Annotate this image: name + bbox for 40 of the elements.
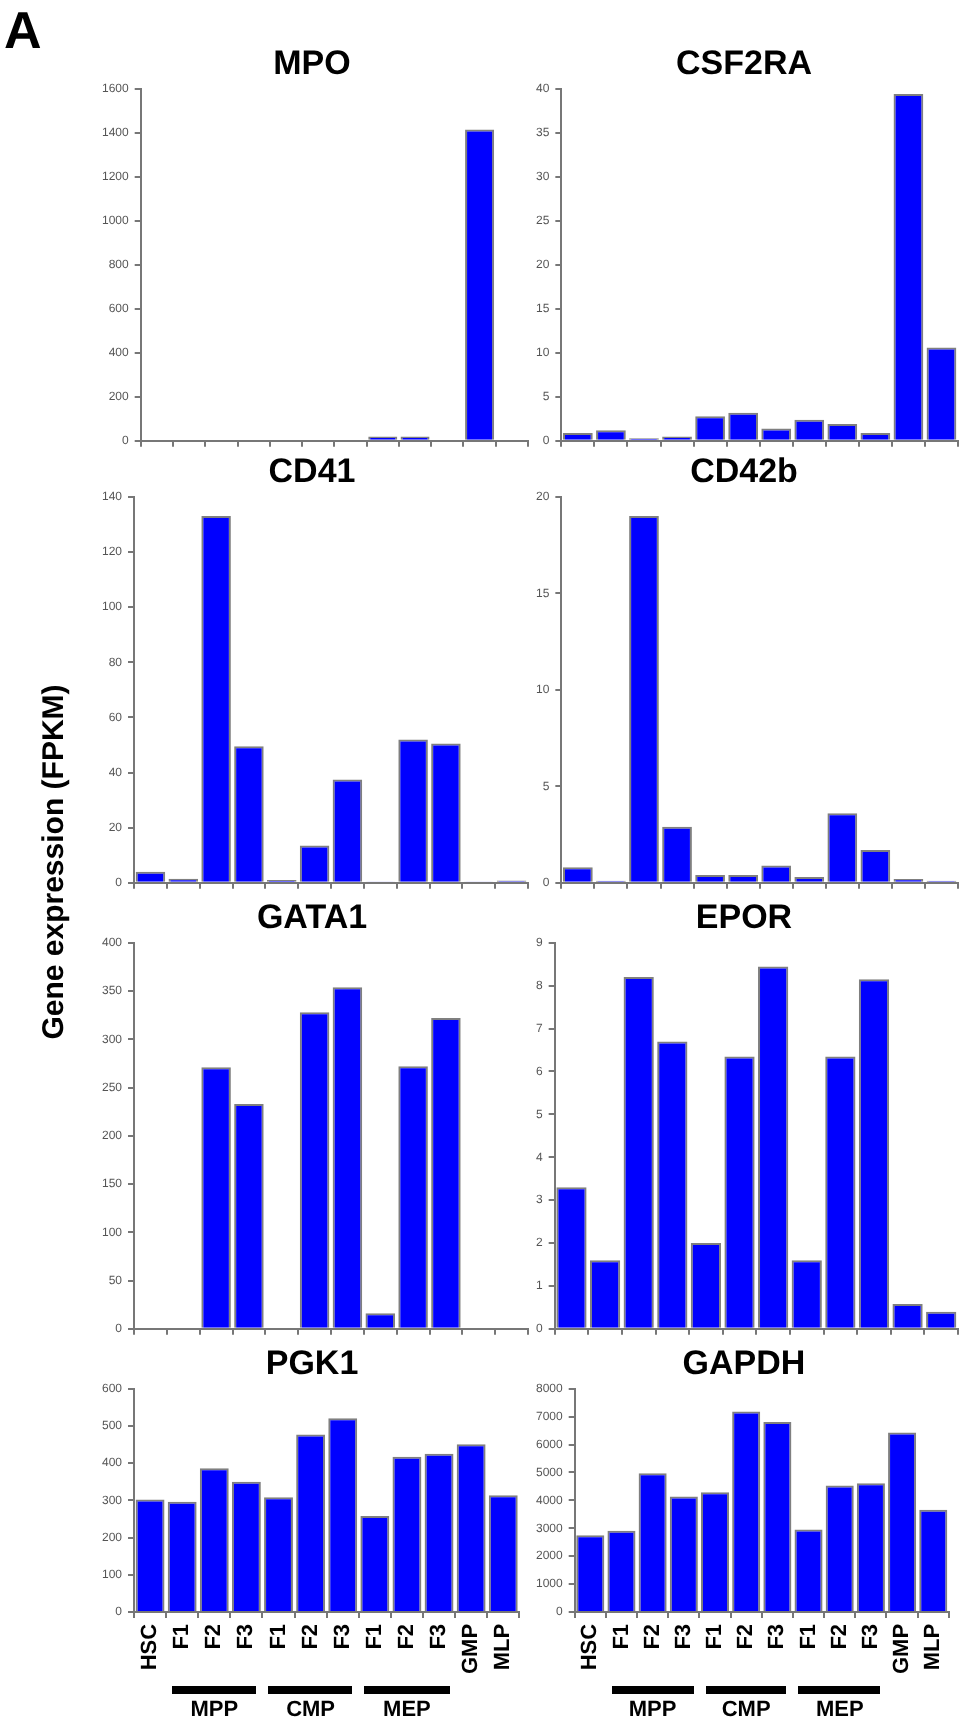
x-tick-label: F1: [170, 1623, 195, 1650]
text: CMP: [721, 1698, 771, 1722]
x-tick-label: F3: [330, 1623, 355, 1650]
text: CMP: [286, 1698, 336, 1722]
x-tick-label: F2: [640, 1623, 665, 1650]
chart-title: PGK1: [265, 1343, 359, 1382]
text: MPP: [190, 1698, 239, 1722]
x-tick-label: F3: [427, 1623, 452, 1650]
x-tick-label: F1: [362, 1623, 387, 1650]
x-tick-label: F1: [796, 1623, 821, 1650]
chart-title: CSF2RA: [675, 43, 813, 82]
x-tick-label: GMP: [890, 1623, 915, 1675]
x-tick-label: F2: [827, 1623, 852, 1650]
x-tick-label: MLP: [491, 1623, 516, 1671]
x-tick-label: GMP: [459, 1623, 484, 1675]
x-tick-label: F3: [858, 1623, 883, 1650]
chart-title: GAPDH: [682, 1343, 806, 1382]
text: MEP: [383, 1698, 431, 1722]
x-tick-label: F2: [734, 1623, 759, 1650]
x-tick-label: MLP: [921, 1623, 946, 1671]
x-tick-label: F2: [202, 1623, 227, 1650]
chart-title: EPOR: [695, 897, 793, 936]
x-tick-label: F1: [703, 1623, 728, 1650]
chart-title: MPO: [273, 43, 351, 82]
x-tick-label: F3: [765, 1623, 790, 1650]
chart-title: CD42b: [690, 451, 798, 490]
y-axis-title: Gene expression (FPKM): [37, 684, 71, 1040]
x-tick-label: F2: [298, 1623, 323, 1650]
x-tick-label: F3: [234, 1623, 259, 1650]
x-tick-label: F1: [609, 1623, 634, 1650]
chart-title: CD41: [268, 451, 356, 490]
text: MEP: [815, 1698, 864, 1722]
x-tick-label: F2: [395, 1623, 419, 1650]
x-tick-label: F1: [266, 1623, 291, 1650]
chart-title: GATA1: [256, 897, 368, 936]
x-tick-label: HSC: [138, 1623, 163, 1671]
x-tick-label: HSC: [578, 1623, 603, 1671]
text: A: [4, 0, 42, 62]
text: MPP: [628, 1698, 677, 1722]
x-tick-label: F3: [671, 1623, 696, 1650]
